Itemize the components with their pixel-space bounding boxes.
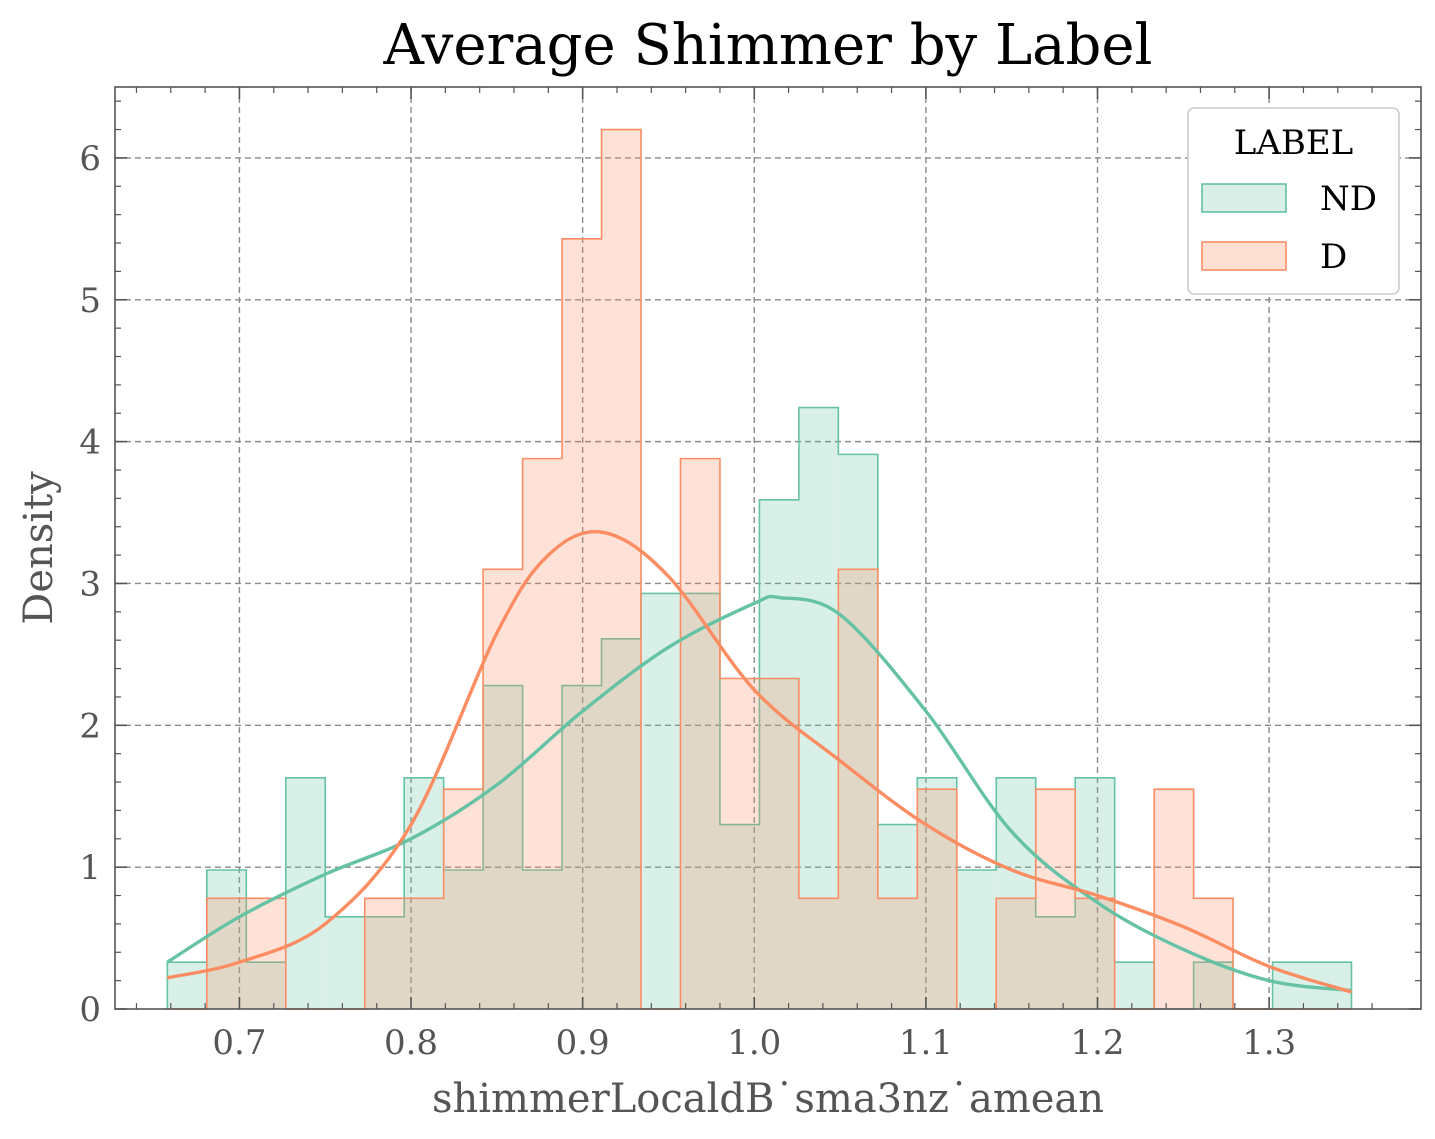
kde-curve-d xyxy=(166,529,1353,994)
hist-bar-nd xyxy=(562,685,602,1009)
kde-curves xyxy=(166,529,1353,994)
y-axis-label: Density xyxy=(16,471,62,625)
hist-bar-nd xyxy=(917,777,957,1009)
hist-bar-nd xyxy=(246,962,286,1009)
hist-bar-nd xyxy=(956,869,997,1009)
y-tick-label: 6 xyxy=(79,139,101,179)
legend-label-nd: ND xyxy=(1320,179,1377,219)
hist-bar-d xyxy=(443,789,484,1009)
x-tick-label: 0.9 xyxy=(556,1023,610,1063)
hist-bar-d xyxy=(601,129,642,1010)
hist-bar-d xyxy=(1154,789,1194,1009)
hist-bar-d xyxy=(364,898,405,1009)
hist-bar-d xyxy=(996,898,1036,1009)
y-tick-label: 4 xyxy=(79,423,101,463)
x-axis-label: shimmerLocaldB˙sma3nz˙amean xyxy=(432,1076,1104,1122)
hist-bar-nd xyxy=(1193,962,1234,1009)
hist-bar-d xyxy=(404,898,444,1009)
legend-title: LABEL xyxy=(1234,123,1354,163)
hist-bar-nd xyxy=(364,916,405,1009)
x-tick-label: 0.7 xyxy=(212,1023,266,1063)
hist-bar-nd xyxy=(877,824,918,1009)
hist-bar-nd xyxy=(443,869,484,1009)
hist-bar-nd xyxy=(522,869,563,1009)
hist-bar-nd xyxy=(167,962,207,1009)
hist-bar-nd xyxy=(798,407,839,1010)
hist-bar-nd xyxy=(838,454,878,1009)
x-tick-label: 1.2 xyxy=(1070,1023,1124,1063)
hist-bar-nd xyxy=(325,916,365,1009)
y-tick-label: 1 xyxy=(79,848,101,888)
hist-bar-nd xyxy=(285,777,326,1009)
legend-label-d: D xyxy=(1320,237,1347,277)
y-tick-label: 0 xyxy=(79,990,101,1030)
hist-bar-d xyxy=(1075,898,1115,1009)
chart-title: Average Shimmer by Label xyxy=(383,13,1153,78)
plot-frame xyxy=(114,86,1422,1010)
x-tick-label: 1.0 xyxy=(727,1023,781,1063)
hist-bar-d xyxy=(1193,898,1234,1009)
legend-swatch-d xyxy=(1201,241,1287,271)
hist-bar-d xyxy=(1035,789,1076,1009)
x-tick-label: 1.3 xyxy=(1242,1023,1296,1063)
hist-bar-d xyxy=(719,678,760,1009)
x-tick-label: 0.8 xyxy=(384,1023,438,1063)
y-tick-label: 2 xyxy=(79,706,101,746)
y-tick-label: 3 xyxy=(79,564,101,604)
hist-bar-d xyxy=(877,898,918,1009)
hist-series-d xyxy=(167,128,1352,1010)
hist-bar-nd xyxy=(641,593,681,1009)
hist-bar-d xyxy=(838,569,878,1009)
legend: LABEL ND D xyxy=(1187,107,1400,295)
hist-bar-nd xyxy=(719,824,760,1009)
hist-bar-nd xyxy=(404,777,444,1009)
legend-swatch-nd xyxy=(1201,183,1287,213)
kde-curve-nd xyxy=(166,594,1352,993)
hist-bar-nd xyxy=(759,499,799,1009)
hist-bar-nd xyxy=(483,685,523,1009)
hist-bar-d xyxy=(680,458,720,1009)
hist-bar-d xyxy=(562,238,602,1009)
hist-bar-d xyxy=(798,898,839,1009)
hist-bar-nd xyxy=(996,777,1036,1009)
y-tick-label: 5 xyxy=(79,281,101,321)
hist-bar-d xyxy=(917,789,957,1009)
hist-bar-nd xyxy=(206,869,247,1009)
grid xyxy=(115,87,1421,1009)
histogram-bars xyxy=(166,128,1353,1010)
hist-bar-nd xyxy=(1114,962,1155,1009)
axis-ticks: 0.7 0.8 0.9 1.0 1.1 1.2 1.3 0 1 2 3 4 5 6 xyxy=(79,87,1421,1063)
legend-entries: ND D xyxy=(1201,179,1377,277)
hist-bar-nd xyxy=(1035,916,1076,1009)
hist-bar-nd xyxy=(601,638,642,1009)
hist-bar-nd xyxy=(680,593,720,1009)
x-tick-label: 1.1 xyxy=(899,1023,953,1063)
hist-series-nd xyxy=(166,406,1353,1010)
hist-bar-d xyxy=(759,678,799,1009)
